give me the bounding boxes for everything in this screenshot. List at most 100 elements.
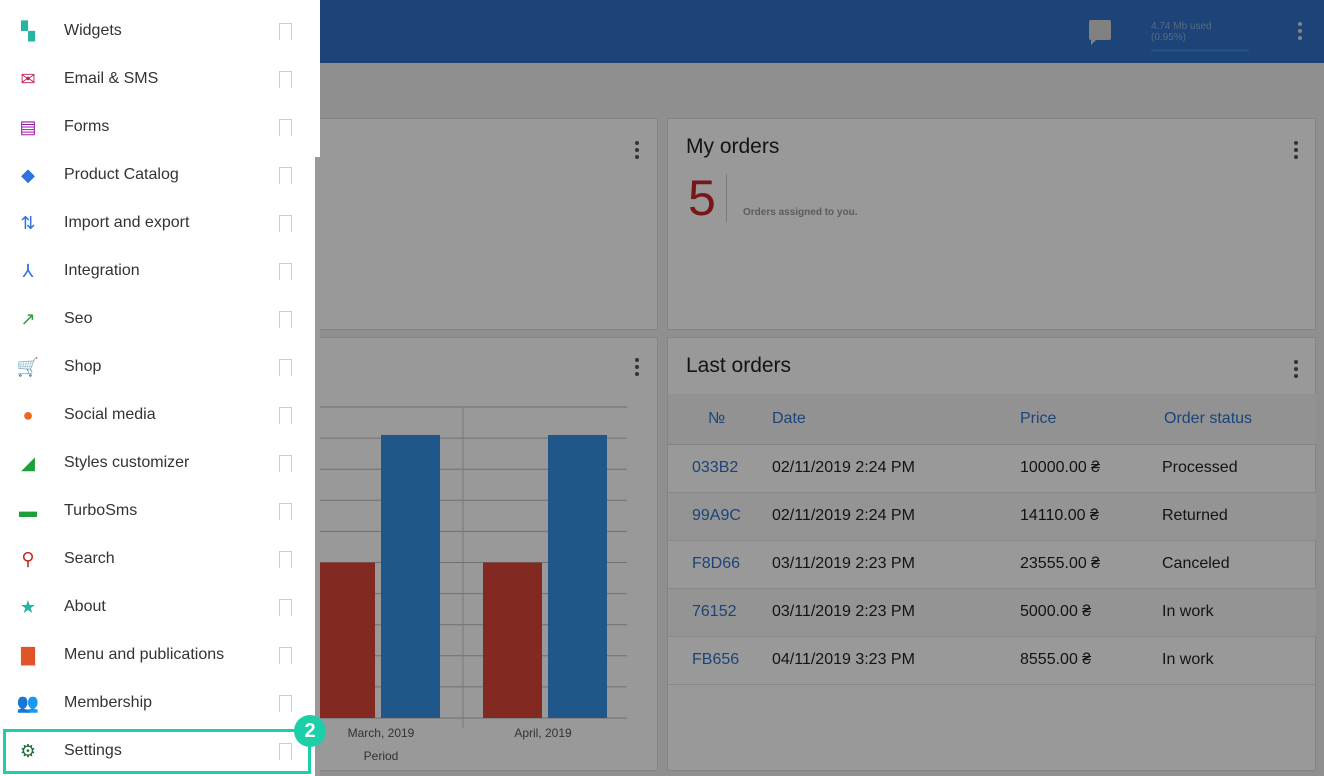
order-price: 23555.00 ₴ — [1010, 540, 1154, 589]
order-status: Canceled — [1154, 540, 1316, 589]
chat-icon[interactable] — [1089, 20, 1111, 45]
bookmark-icon[interactable] — [279, 550, 292, 568]
sidebar-item-styles-customizer[interactable]: ◢ Styles customizer — [0, 439, 315, 487]
sidebar-item-social-media[interactable]: ● Social media — [0, 391, 315, 439]
bookmark-icon[interactable] — [279, 406, 292, 424]
settings-highlight — [3, 729, 311, 774]
last-orders-card: Last orders № Date Price Order status 03… — [667, 337, 1316, 771]
divider — [726, 174, 727, 222]
star-icon: ★ — [19, 596, 37, 617]
sidebar-item-integration[interactable]: ⅄ Integration — [0, 247, 315, 295]
bookmark-icon[interactable] — [279, 646, 292, 664]
bookmark-icon[interactable] — [279, 70, 292, 88]
sidebar-item-about[interactable]: ★ About — [0, 583, 315, 631]
import-export-icon: ⇅ — [20, 212, 36, 233]
order-id[interactable]: F8D66 — [668, 540, 764, 589]
col-number[interactable]: № — [668, 394, 764, 445]
x-tick-label: April, 2019 — [514, 726, 572, 740]
my-orders-card: My orders 5 Orders assigned to you. — [667, 118, 1316, 330]
sidebar-item-menu-and-publications[interactable]: ▇ Menu and publications — [0, 631, 315, 679]
widgets-icon: ▚ — [21, 20, 35, 41]
order-id[interactable]: 99A9C — [668, 492, 764, 541]
order-price: 10000.00 ₴ — [1010, 444, 1154, 493]
bookmark-icon[interactable] — [279, 358, 292, 376]
sidebar-item-membership[interactable]: 👥 Membership — [0, 679, 315, 727]
x-axis-label: Period — [364, 749, 399, 763]
sidebar-item-forms[interactable]: ▤ Forms — [0, 103, 315, 151]
table-row[interactable]: 76152 03/11/2019 2:23 PM 5000.00 ₴ In work — [668, 588, 1316, 637]
bookmark-icon[interactable] — [279, 262, 292, 280]
cart-icon: 🛒 — [16, 356, 40, 377]
bookmark-icon[interactable] — [279, 214, 292, 232]
col-price[interactable]: Price — [1010, 394, 1154, 445]
order-id[interactable]: 76152 — [668, 588, 764, 637]
storage-usage: 4.74 Mb used (0.95%) — [1151, 21, 1249, 52]
document-icon: ▇ — [21, 644, 35, 665]
orders-count: 5 — [688, 170, 716, 226]
card-menu-icon[interactable] — [635, 358, 639, 376]
table-row[interactable]: FB656 04/11/2019 3:23 PM 8555.00 ₴ In work — [668, 636, 1316, 685]
sidebar-item-import-and-export[interactable]: ⇅ Import and export — [0, 199, 315, 247]
styles-icon: ◢ — [21, 452, 35, 473]
order-date: 02/11/2019 2:24 PM — [764, 492, 1010, 541]
bookmark-icon[interactable] — [279, 454, 292, 472]
card-menu-icon[interactable] — [1294, 141, 1298, 159]
card-menu-icon[interactable] — [635, 141, 639, 159]
globe-icon: ● — [22, 404, 34, 425]
order-date: 03/11/2019 2:23 PM — [764, 588, 1010, 637]
integration-icon: ⅄ — [22, 260, 34, 281]
sidebar-item-settings[interactable]: ⚙ Settings — [0, 727, 315, 775]
bar — [548, 434, 607, 718]
bookmark-icon[interactable] — [279, 310, 292, 328]
more-vert-icon[interactable] — [1298, 22, 1302, 40]
bookmark-icon[interactable] — [279, 118, 292, 136]
col-date[interactable]: Date — [764, 394, 1010, 445]
table-row[interactable]: F8D66 03/11/2019 2:23 PM 23555.00 ₴ Cancele… — [668, 540, 1316, 589]
order-id[interactable]: FB656 — [668, 636, 764, 685]
bookmark-icon[interactable] — [279, 166, 292, 184]
sidebar-item-label: Integration — [64, 262, 140, 279]
bar — [319, 562, 375, 718]
email-icon: ✉ — [20, 68, 36, 89]
storage-text: 4.74 Mb used (0.95%) — [1151, 21, 1212, 43]
sidebar-item-label: Settings — [64, 742, 122, 759]
sidebar-item-label: Widgets — [64, 22, 122, 39]
bookmark-icon[interactable] — [279, 22, 292, 40]
sidebar-item-label: Forms — [64, 118, 110, 135]
card-title: My orders — [686, 135, 780, 158]
card-menu-icon[interactable] — [1294, 360, 1298, 378]
table-row[interactable]: 033B2 02/11/2019 2:24 PM 10000.00 ₴ Process… — [668, 444, 1316, 493]
sidebar-item-label: Shop — [64, 358, 102, 375]
scrollbar[interactable] — [315, 157, 320, 776]
sidebar-item-label: Menu and publications — [64, 646, 225, 663]
bookmark-icon[interactable] — [279, 598, 292, 616]
trending-up-icon: ↗ — [20, 308, 36, 329]
order-date: 02/11/2019 2:24 PM — [764, 444, 1010, 493]
sidebar-item-widgets[interactable]: ▚ Widgets — [0, 7, 315, 55]
order-status: In work — [1154, 588, 1316, 637]
sidebar-item-seo[interactable]: ↗ Seo — [0, 295, 315, 343]
sidebar-item-label: Membership — [64, 694, 153, 711]
col-status[interactable]: Order status — [1154, 394, 1316, 445]
sidebar-item-turbosms[interactable]: ▬ TurboSms — [0, 487, 315, 535]
sidebar: ▚ Widgets ✉ Email & SMS ▤ Forms ◆ Product Catal… — [0, 0, 320, 776]
sidebar-item-shop[interactable]: 🛒 Shop — [0, 343, 315, 391]
sidebar-item-email-sms[interactable]: ✉ Email & SMS — [0, 55, 315, 103]
bookmark-icon[interactable] — [279, 694, 292, 712]
sidebar-item-label: About — [64, 598, 106, 615]
bar — [483, 562, 542, 718]
bookmark-icon[interactable] — [279, 502, 292, 520]
table-row[interactable]: 99A9C 02/11/2019 2:24 PM 14110.00 ₴ Returne… — [668, 492, 1316, 541]
people-icon: 👥 — [16, 692, 40, 713]
gear-icon: ⚙ — [19, 740, 37, 761]
sidebar-item-label: Styles customizer — [64, 454, 190, 471]
order-price: 5000.00 ₴ — [1010, 588, 1154, 637]
sidebar-item-label: Social media — [64, 406, 156, 423]
orders-table: № Date Price Order status 033B2 02/11/201… — [668, 394, 1316, 685]
order-status: Returned — [1154, 492, 1316, 541]
order-status: In work — [1154, 636, 1316, 685]
sidebar-item-product-catalog[interactable]: ◆ Product Catalog — [0, 151, 315, 199]
bookmark-icon[interactable] — [279, 742, 292, 760]
order-id[interactable]: 033B2 — [668, 444, 764, 493]
sidebar-item-search[interactable]: ⚲ Search — [0, 535, 315, 583]
